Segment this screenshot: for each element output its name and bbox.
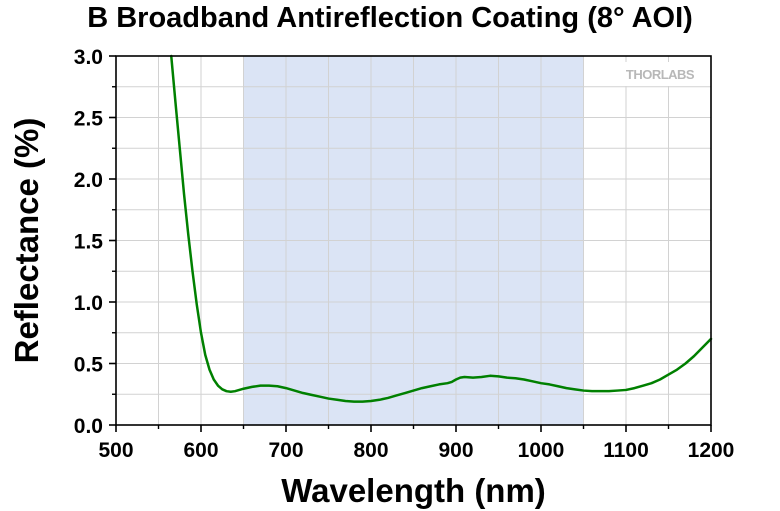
x-tick-label: 1200 [688,439,735,462]
x-tick-label: 1000 [518,439,565,462]
x-tick-label: 600 [183,439,218,462]
y-tick-label: 3.0 [74,46,103,69]
x-tick-label: 900 [438,439,473,462]
y-axis-label: Reflectance (%) [8,118,45,364]
y-tick-label: 0.0 [74,415,103,438]
x-tick-label: 700 [268,439,303,462]
y-tick-label: 1.0 [74,292,103,315]
y-tick-label: 0.5 [74,354,104,377]
watermark-background [614,62,706,86]
x-tick-label: 1100 [603,439,649,462]
x-tick-label: 500 [98,439,133,462]
y-tick-label: 1.5 [74,231,104,254]
y-tick-label: 2.0 [74,169,103,192]
reflectance-series-line [170,54,713,403]
thorlabs-watermark: THORLABS [626,67,695,82]
chart-title: B Broadband Antireflection Coating (8° A… [87,2,693,34]
x-axis-label: Wavelength (nm) [281,472,546,509]
x-tick-label: 800 [353,439,388,462]
y-tick-label: 2.5 [74,108,104,131]
